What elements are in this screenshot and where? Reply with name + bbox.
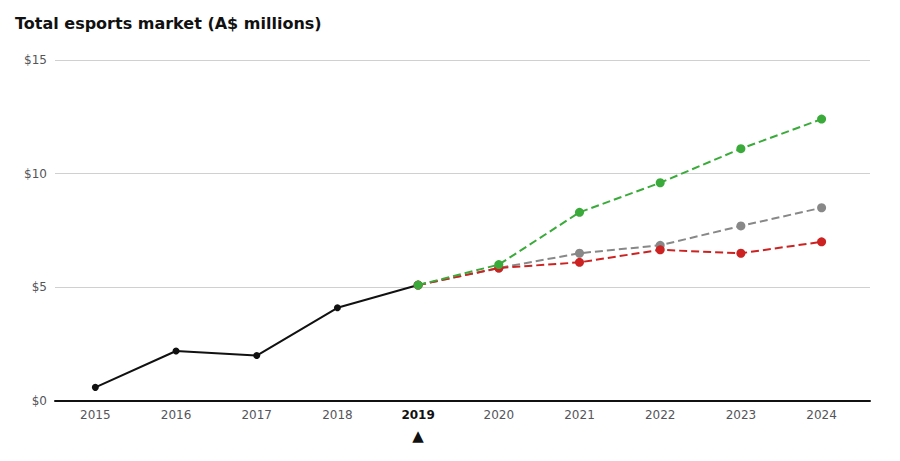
svg-text:▲: ▲ xyxy=(412,427,424,445)
svg-text:Total esports market (A$ milli: Total esports market (A$ millions) xyxy=(15,14,322,33)
svg-text:2016: 2016 xyxy=(161,408,192,422)
svg-text:2022: 2022 xyxy=(645,408,676,422)
svg-text:$15: $15 xyxy=(24,53,47,67)
svg-text:2017: 2017 xyxy=(241,408,272,422)
svg-text:2024: 2024 xyxy=(806,408,837,422)
svg-text:$5: $5 xyxy=(32,280,47,294)
svg-text:$10: $10 xyxy=(24,167,47,181)
svg-text:2020: 2020 xyxy=(484,408,515,422)
svg-text:2021: 2021 xyxy=(564,408,595,422)
svg-text:2018: 2018 xyxy=(322,408,353,422)
svg-text:2023: 2023 xyxy=(726,408,757,422)
svg-text:2019: 2019 xyxy=(401,408,434,422)
svg-text:$0: $0 xyxy=(32,394,47,408)
svg-text:2015: 2015 xyxy=(80,408,111,422)
